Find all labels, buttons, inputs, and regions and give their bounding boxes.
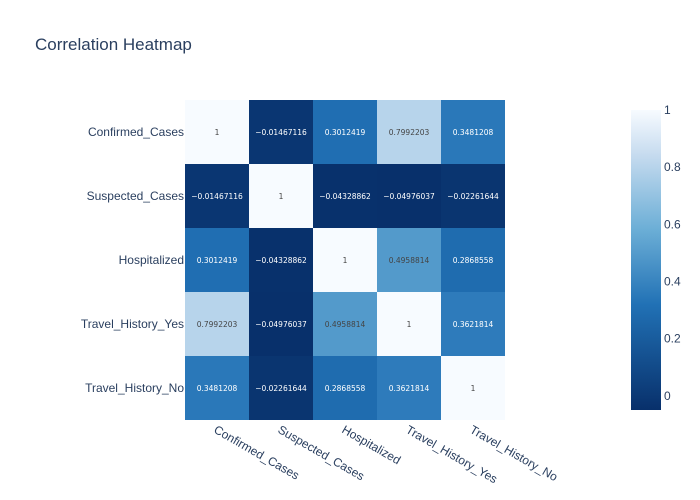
cell-value-label: −0.02261644	[255, 384, 307, 393]
heatmap-cell	[313, 228, 377, 292]
colorbar-tick-label: 0	[664, 389, 671, 403]
heatmap-cell	[313, 356, 377, 420]
cell-value-label: 1	[279, 192, 284, 201]
heatmap-cell	[377, 100, 441, 164]
cell-value-label: 0.7992203	[389, 128, 430, 137]
heatmap-cell	[185, 100, 249, 164]
heatmap-cell	[249, 292, 313, 356]
cell-value-label: −0.02261644	[447, 192, 499, 201]
y-axis-tick-labels: Confirmed_Cases Suspected_Cases Hospitaliz…	[81, 125, 184, 395]
cell-value-label: 1	[343, 256, 348, 265]
cell-value-label: 0.2868558	[453, 256, 494, 265]
heatmap-cell	[249, 356, 313, 420]
cell-value-label: 0.7992203	[197, 320, 238, 329]
chart-title: Correlation Heatmap	[35, 35, 192, 54]
heatmap-cell	[377, 292, 441, 356]
heatmap-cell	[377, 164, 441, 228]
heatmap-cell	[185, 164, 249, 228]
colorbar-gradient	[631, 110, 661, 410]
cell-value-label: 0.3481208	[453, 128, 494, 137]
cell-value-label: −0.04328862	[255, 256, 307, 265]
cell-value-label: 0.3012419	[197, 256, 238, 265]
cell-value-label: 1	[407, 320, 412, 329]
cell-value-label: −0.04328862	[319, 192, 371, 201]
colorbar-tick-label: 0.8	[664, 160, 681, 174]
colorbar-tick-label: 0.2	[664, 332, 681, 346]
heatmap-cell	[377, 356, 441, 420]
y-tick-label: Hospitalized	[119, 253, 184, 267]
cell-value-label: 0.3621814	[389, 384, 430, 393]
cell-value-label: 0.2868558	[325, 384, 366, 393]
cell-value-label: −0.04976037	[255, 320, 307, 329]
cell-value-label: 1	[215, 128, 220, 137]
y-tick-label: Travel_History_No	[85, 381, 184, 395]
y-tick-label: Suspected_Cases	[87, 189, 184, 203]
cell-value-label: 0.3012419	[325, 128, 366, 137]
heatmap-cell	[441, 292, 505, 356]
cell-value-label: −0.04976037	[383, 192, 435, 201]
colorbar-tick-label: 0.4	[664, 274, 681, 288]
heatmap-cell	[185, 292, 249, 356]
colorbar-tick-label: 1	[664, 103, 671, 117]
heatmap-cell	[313, 100, 377, 164]
heatmap-cell	[185, 228, 249, 292]
cell-value-labels: 1 −0.01467116 0.3012419 0.7992203 0.3481208 −…	[191, 128, 499, 393]
heatmap-cell	[249, 228, 313, 292]
heatmap-cells	[185, 100, 505, 420]
cell-value-label: 0.4958814	[325, 320, 366, 329]
heatmap-cell	[249, 100, 313, 164]
cell-value-label: 0.3481208	[197, 384, 238, 393]
heatmap-cell	[313, 292, 377, 356]
cell-value-label: −0.01467116	[255, 128, 307, 137]
y-tick-label: Confirmed_Cases	[88, 125, 184, 139]
heatmap-cell	[249, 164, 313, 228]
cell-value-label: 0.3621814	[453, 320, 494, 329]
colorbar-tick-label: 0.6	[664, 217, 681, 231]
cell-value-label: −0.01467116	[191, 192, 243, 201]
heatmap-cell	[441, 100, 505, 164]
cell-value-label: 0.4958814	[389, 256, 430, 265]
x-axis-tick-labels: Confirmed_CasesSuspected_CasesHospitaliz…	[212, 422, 561, 486]
cell-value-label: 1	[471, 384, 476, 393]
heatmap-cell	[185, 356, 249, 420]
heatmap-cell	[377, 228, 441, 292]
colorbar-tick-labels: 0 0.2 0.4 0.6 0.8 1	[664, 103, 681, 403]
y-tick-label: Travel_History_Yes	[81, 317, 184, 331]
heatmap-cell	[441, 164, 505, 228]
heatmap-cell	[441, 228, 505, 292]
colorbar	[631, 110, 661, 410]
heatmap-cell	[313, 164, 377, 228]
heatmap-cell	[441, 356, 505, 420]
